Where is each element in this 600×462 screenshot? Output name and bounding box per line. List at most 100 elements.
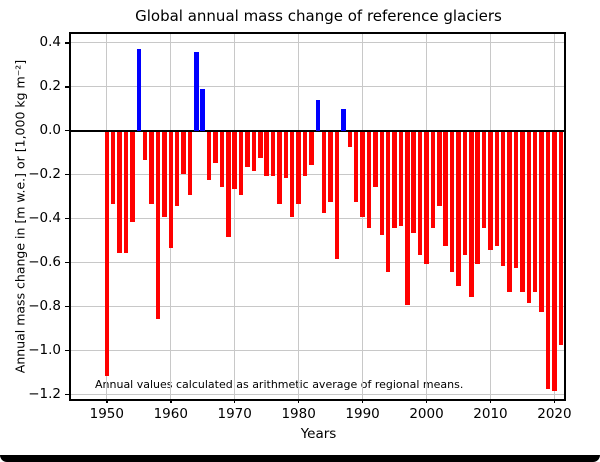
bar-1965	[200, 88, 205, 131]
x-tick-label: 1960	[153, 406, 188, 422]
y-tick	[65, 305, 69, 308]
y-tick	[65, 129, 69, 132]
bar-1970	[232, 131, 237, 189]
y-gridline	[71, 86, 564, 88]
x-tick	[170, 399, 172, 403]
y-tick-label: 0.4	[39, 33, 61, 50]
bar-1952	[117, 131, 122, 253]
bar-1972	[245, 131, 250, 167]
y-gridline	[71, 218, 564, 220]
bar-1978	[283, 131, 289, 178]
bar-1958	[155, 131, 161, 319]
bar-1959	[162, 131, 167, 218]
bar-1960	[168, 131, 173, 249]
bar-1993	[379, 131, 384, 236]
y-tick-label: 0.0	[39, 121, 61, 138]
x-tick-label: 2020	[537, 406, 572, 422]
y-tick-label: −0.4	[28, 209, 61, 226]
bar-1998	[411, 131, 416, 233]
bar-1980	[296, 131, 301, 205]
x-gridline	[298, 34, 300, 399]
y-gridline	[71, 350, 564, 352]
bar-1974	[258, 131, 263, 159]
y-tick	[65, 86, 69, 88]
y-tick-label: −0.6	[28, 253, 61, 270]
bar-1975	[264, 131, 269, 176]
y-gridline	[71, 42, 564, 44]
bar-1971	[238, 131, 244, 196]
bar-2005	[456, 131, 461, 286]
y-tick	[65, 349, 69, 352]
bar-1991	[366, 131, 372, 229]
x-axis-label: Years	[300, 426, 337, 442]
bar-2013	[507, 131, 512, 293]
y-tick-label: −1.0	[28, 341, 61, 358]
bar-2008	[475, 131, 480, 264]
bar-2011	[494, 131, 500, 247]
x-tick	[425, 399, 428, 403]
bar-1990	[360, 131, 365, 218]
bar-1961	[174, 131, 180, 207]
y-gridline	[71, 174, 564, 176]
y-tick-label: −0.2	[28, 165, 61, 182]
bar-1973	[251, 131, 257, 172]
bar-1985	[328, 131, 333, 203]
bar-1966	[206, 131, 212, 181]
bar-2015	[520, 131, 525, 293]
bar-1986	[334, 131, 340, 260]
bar-1964	[194, 51, 199, 131]
bar-1951	[110, 131, 116, 205]
bar-1994	[385, 131, 391, 273]
bar-1984	[321, 131, 327, 214]
bar-1967	[213, 131, 218, 163]
bar-1950	[104, 131, 110, 376]
zero-line	[71, 129, 564, 132]
bar-1955	[136, 49, 141, 131]
bar-1988	[347, 131, 353, 148]
bar-2017	[532, 131, 538, 293]
bar-1968	[219, 131, 225, 187]
y-tick	[65, 217, 69, 220]
bar-1989	[353, 131, 359, 203]
y-tick	[65, 173, 69, 176]
y-tick	[65, 261, 69, 264]
bar-2020	[552, 131, 557, 392]
bar-1981	[302, 131, 308, 176]
bar-1996	[398, 131, 404, 227]
bar-1999	[417, 131, 423, 255]
bar-2009	[481, 131, 487, 229]
y-tick-label: −1.2	[28, 385, 61, 402]
bar-2001	[430, 131, 436, 229]
y-tick	[65, 393, 69, 396]
x-gridline	[234, 34, 236, 399]
bar-1987	[341, 108, 346, 131]
x-tick-label: 2000	[409, 406, 444, 422]
bar-2018	[539, 131, 544, 313]
x-tick	[106, 399, 108, 403]
bar-1962	[181, 131, 186, 174]
bar-2016	[526, 131, 532, 304]
bar-1977	[277, 131, 282, 205]
bar-2021	[558, 131, 564, 346]
bar-1997	[405, 131, 410, 306]
bar-1982	[309, 131, 314, 165]
x-tick-label: 1950	[89, 406, 124, 422]
bar-2004	[449, 131, 455, 273]
y-tick-label: −0.8	[28, 297, 61, 314]
bar-1983	[315, 99, 321, 131]
bar-2014	[513, 131, 519, 269]
chart-title: Global annual mass change of reference g…	[135, 7, 502, 25]
bar-1963	[187, 131, 193, 196]
x-tick-label: 1970	[217, 406, 252, 422]
bar-1979	[290, 131, 295, 218]
bar-2012	[501, 131, 506, 266]
y-gridline	[71, 394, 564, 396]
bar-1992	[373, 131, 378, 187]
bar-2007	[469, 131, 474, 297]
x-tick-label: 1990	[345, 406, 380, 422]
bar-1953	[123, 131, 129, 253]
bar-1995	[392, 131, 397, 229]
y-tick	[65, 42, 69, 44]
bar-2006	[462, 131, 468, 255]
plot-area: Annual values calculated as arithmetic a…	[28, 32, 572, 422]
